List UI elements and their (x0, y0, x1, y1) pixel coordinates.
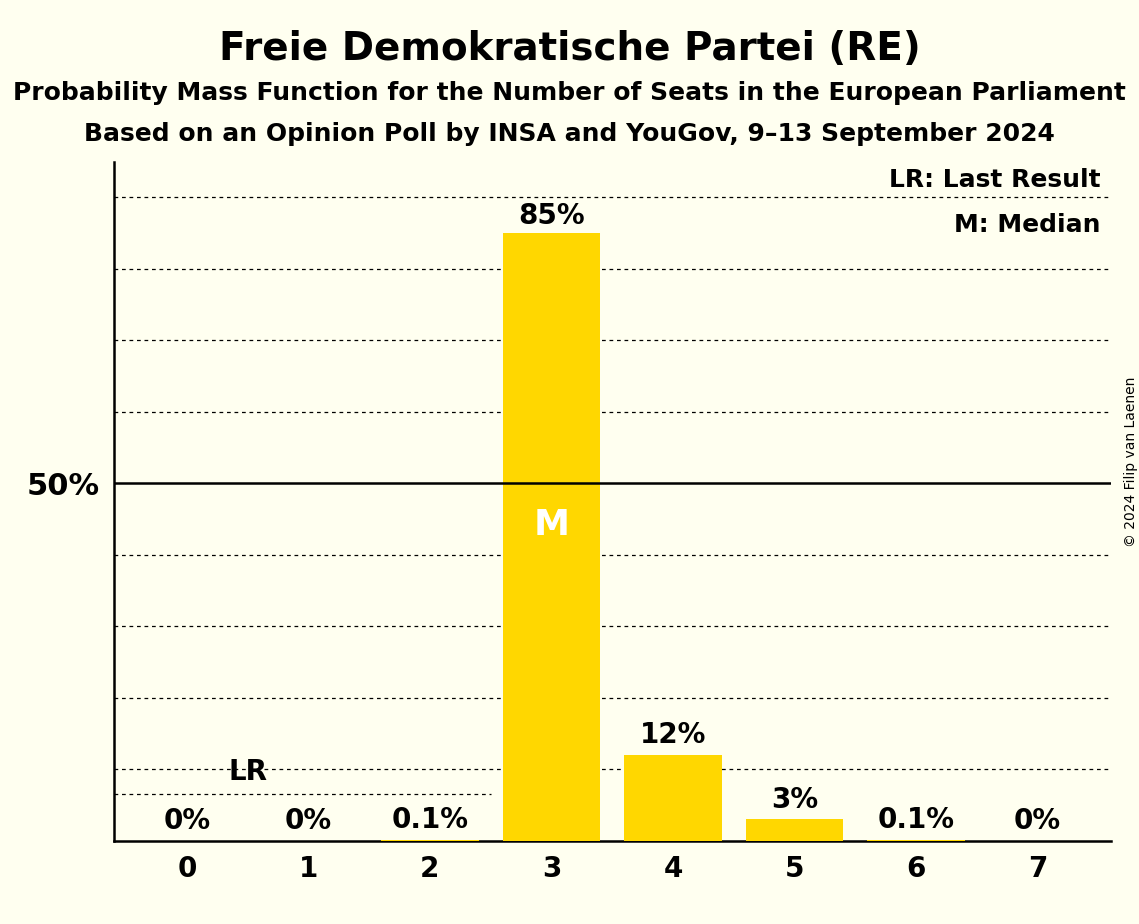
Text: Freie Demokratische Partei (RE): Freie Demokratische Partei (RE) (219, 30, 920, 67)
Text: LR: LR (228, 758, 267, 785)
Bar (624, 755, 722, 841)
Text: 0%: 0% (285, 808, 331, 835)
Bar (746, 820, 843, 841)
Text: 0%: 0% (1014, 808, 1062, 835)
Text: 85%: 85% (518, 201, 584, 230)
Bar (502, 233, 600, 841)
Text: M: Median: M: Median (954, 213, 1100, 237)
Text: Probability Mass Function for the Number of Seats in the European Parliament: Probability Mass Function for the Number… (13, 81, 1126, 105)
Text: 0.1%: 0.1% (392, 807, 468, 834)
Text: Based on an Opinion Poll by INSA and YouGov, 9–13 September 2024: Based on an Opinion Poll by INSA and You… (84, 122, 1055, 146)
Text: 0%: 0% (163, 808, 211, 835)
Text: 0.1%: 0.1% (877, 807, 954, 834)
Text: LR: Last Result: LR: Last Result (888, 168, 1100, 192)
Text: 12%: 12% (640, 722, 706, 749)
Text: 3%: 3% (771, 785, 818, 814)
Text: © 2024 Filip van Laenen: © 2024 Filip van Laenen (1124, 377, 1138, 547)
Text: M: M (533, 508, 570, 541)
